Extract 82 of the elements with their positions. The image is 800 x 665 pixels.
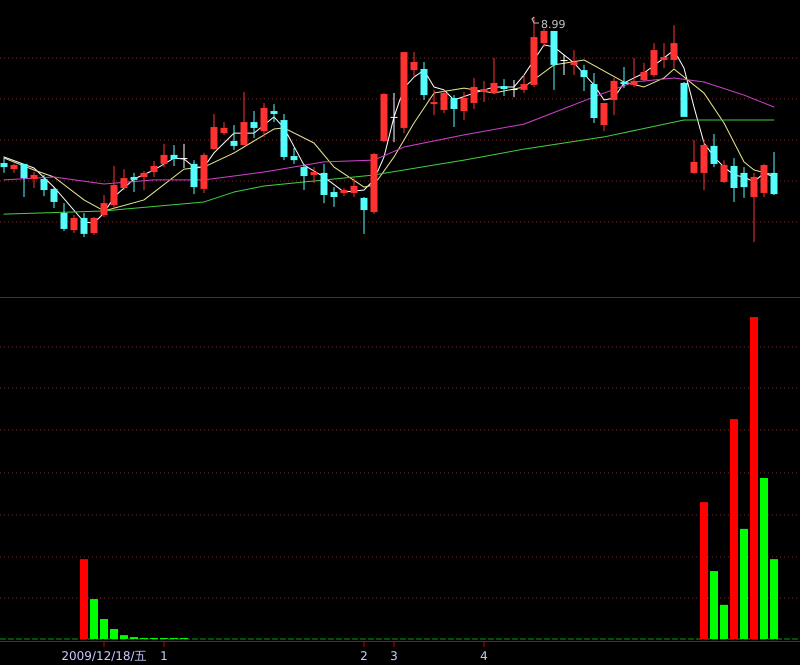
candlestick — [480, 80, 488, 103]
bar — [760, 478, 768, 639]
candlestick — [730, 158, 738, 202]
candlestick — [0, 158, 8, 174]
candlestick — [390, 92, 398, 143]
bar — [100, 619, 108, 639]
candlestick — [110, 165, 118, 209]
candlestick — [230, 124, 238, 150]
x-tick-label: 4 — [480, 649, 488, 663]
candlestick — [80, 212, 88, 238]
candlestick — [720, 160, 728, 184]
x-tick-label: 2009/12/18/五 — [61, 649, 147, 663]
candlestick — [450, 94, 458, 128]
candlestick — [600, 102, 608, 132]
candlestick — [570, 50, 578, 76]
candlestick — [260, 102, 268, 138]
candlestick — [610, 77, 618, 116]
candlestick — [240, 91, 248, 146]
candlestick — [120, 168, 128, 191]
bar — [710, 571, 718, 639]
candlestick — [310, 166, 318, 184]
candlestick — [50, 186, 58, 209]
candlestick — [510, 80, 518, 98]
bar — [770, 559, 778, 639]
x-tick-label: 1 — [160, 649, 168, 663]
candlestick — [710, 134, 718, 168]
bar — [110, 629, 118, 639]
candlestick — [40, 174, 48, 197]
candlestick — [440, 89, 448, 114]
candlestick — [500, 78, 508, 96]
candlestick — [750, 172, 758, 242]
candlestick — [300, 163, 308, 191]
candlestick — [160, 143, 168, 168]
bar — [90, 599, 98, 639]
candlestick — [580, 64, 588, 92]
candlestick — [350, 178, 358, 198]
candlestick — [360, 196, 368, 234]
bar — [740, 528, 748, 639]
candlestick — [460, 91, 468, 121]
candlestick — [620, 66, 628, 89]
candlestick — [170, 144, 178, 166]
candlestick — [470, 77, 478, 110]
candlestick — [70, 214, 78, 234]
x-tick-label: 3 — [390, 649, 398, 663]
candlestick — [140, 170, 148, 191]
candlestick — [30, 172, 38, 188]
candlestick — [520, 74, 528, 94]
bar — [80, 559, 88, 639]
candlestick — [630, 57, 638, 88]
candlestick — [690, 140, 698, 175]
candlestick — [330, 186, 338, 208]
candlestick — [130, 172, 138, 193]
candlestick — [770, 152, 778, 196]
candlestick — [20, 163, 28, 198]
candlestick — [430, 89, 438, 116]
candlestick — [180, 143, 188, 168]
candlestick — [60, 202, 68, 232]
candlestick — [150, 160, 158, 178]
candlestick — [190, 160, 198, 195]
candlestick — [410, 52, 418, 78]
candlestick — [540, 28, 548, 48]
bar — [750, 317, 758, 639]
candlestick — [290, 147, 298, 164]
candlestick — [490, 57, 498, 94]
bar — [700, 502, 708, 639]
bar — [720, 604, 728, 639]
candlestick — [740, 166, 748, 198]
candlestick — [560, 54, 568, 76]
candlestick — [270, 104, 278, 123]
bar — [730, 419, 738, 639]
annotation: 8.99 — [541, 18, 566, 31]
candlestick — [250, 110, 258, 139]
candlestick — [220, 122, 228, 136]
candlestick — [210, 113, 218, 150]
candlestick — [320, 163, 328, 204]
candlestick — [670, 24, 678, 69]
x-tick-label: 2 — [360, 649, 368, 663]
candlestick — [90, 216, 98, 236]
bar — [120, 635, 128, 639]
candlestick — [660, 42, 668, 69]
candlestick — [100, 194, 108, 218]
candlestick — [640, 62, 648, 83]
